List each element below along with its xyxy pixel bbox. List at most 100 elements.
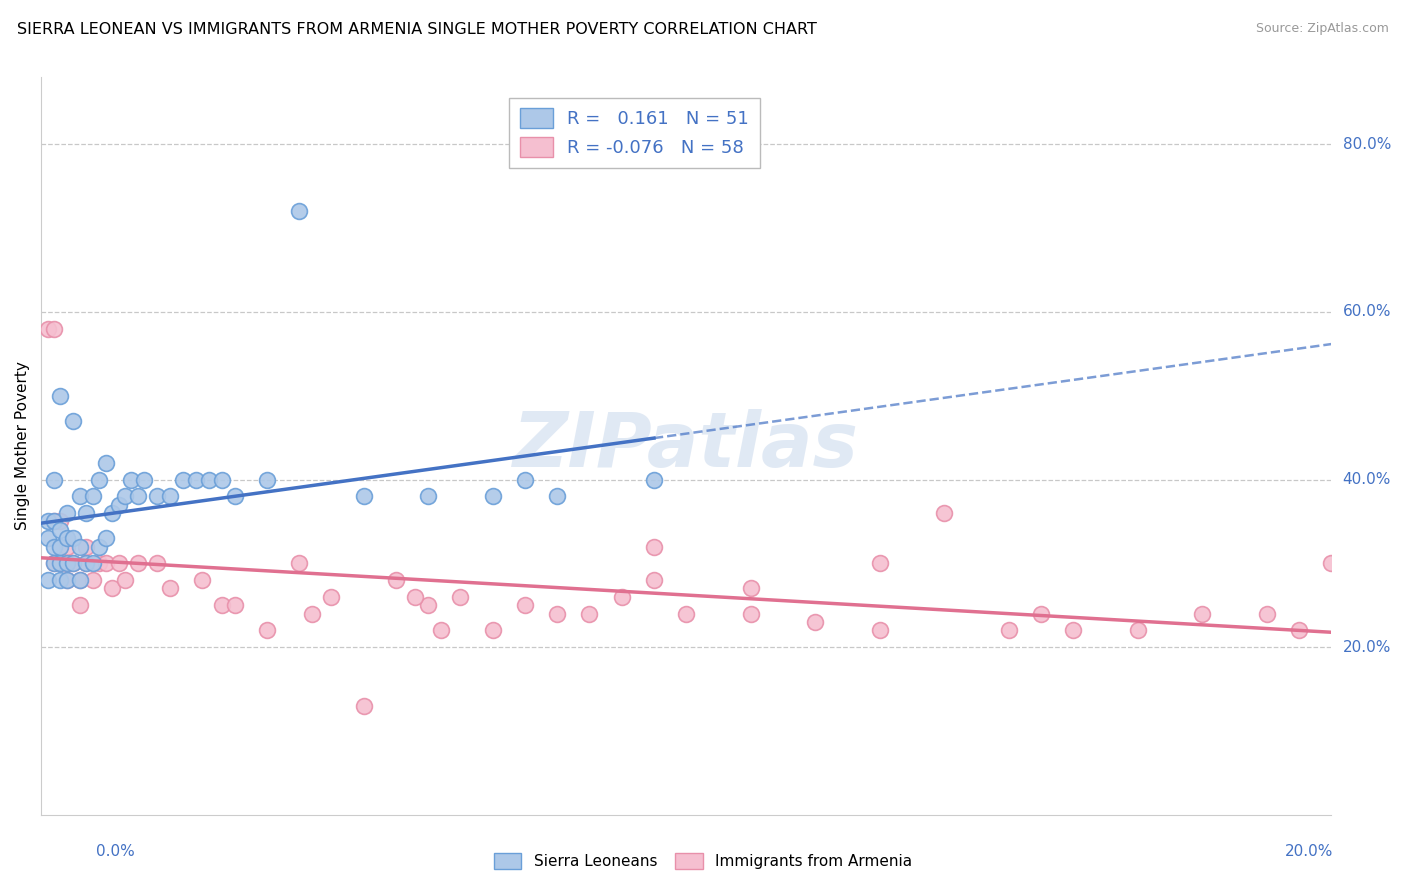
Point [101,582,124,596]
Point [42,556,65,570]
Point [42,556,65,570]
Point [75,556,97,570]
Point [37,531,59,545]
Point [449,590,471,604]
Point [198,473,221,487]
Point [75,540,97,554]
Point [998,624,1021,638]
Point [610,590,633,604]
Point [127,489,149,503]
Point [94,556,117,570]
Point [353,698,375,713]
Point [89,540,111,554]
Point [869,556,891,570]
Point [42,322,65,336]
Point [49,540,72,554]
Point [546,607,568,621]
Point [1191,607,1213,621]
Point [82,556,104,570]
Point [256,473,278,487]
Point [37,322,59,336]
Point [107,498,129,512]
Point [418,489,440,503]
Point [301,607,323,621]
Point [69,540,91,554]
Point [62,556,84,570]
Point [37,573,59,587]
Point [172,473,194,487]
Point [56,556,79,570]
Point [643,540,665,554]
Point [184,473,207,487]
Point [146,556,169,570]
Point [75,556,97,570]
Point [159,489,181,503]
Point [513,473,536,487]
Point [256,624,278,638]
Point [69,489,91,503]
Point [49,556,72,570]
Point [56,573,79,587]
Point [191,573,214,587]
Point [159,582,181,596]
Point [1126,624,1149,638]
Point [42,515,65,529]
Point [740,582,762,596]
Point [89,556,111,570]
Point [56,573,79,587]
Point [1288,624,1310,638]
Point [321,590,343,604]
Point [42,540,65,554]
Point [114,573,136,587]
Point [49,573,72,587]
Point [934,506,956,520]
Point [62,531,84,545]
Point [101,506,124,520]
Point [404,590,426,604]
Point [56,506,79,520]
Point [56,531,79,545]
Point [62,414,84,428]
Point [513,598,536,612]
Point [869,624,891,638]
Point [49,556,72,570]
Point [94,456,117,470]
Point [69,573,91,587]
Point [146,489,169,503]
Point [418,598,440,612]
Point [69,573,91,587]
Point [288,204,311,219]
Point [481,624,503,638]
Point [740,607,762,621]
Text: ZIPatlas: ZIPatlas [513,409,859,483]
Text: SIERRA LEONEAN VS IMMIGRANTS FROM ARMENIA SINGLE MOTHER POVERTY CORRELATION CHAR: SIERRA LEONEAN VS IMMIGRANTS FROM ARMENI… [17,22,817,37]
Point [224,489,246,503]
Point [134,473,156,487]
Point [385,573,408,587]
Point [288,556,311,570]
Point [62,556,84,570]
Text: 80.0%: 80.0% [1343,137,1391,152]
Point [49,389,72,403]
Point [643,573,665,587]
Point [37,515,59,529]
Text: 60.0%: 60.0% [1343,304,1391,319]
Point [89,473,111,487]
Text: 20.0%: 20.0% [1285,845,1333,859]
Point [804,615,827,629]
Text: Source: ZipAtlas.com: Source: ZipAtlas.com [1256,22,1389,36]
Point [120,473,142,487]
Point [49,523,72,537]
Point [56,556,79,570]
Point [578,607,600,621]
Point [56,540,79,554]
Point [94,531,117,545]
Point [211,473,233,487]
Point [82,573,104,587]
Point [107,556,129,570]
Text: 20.0%: 20.0% [1343,640,1391,655]
Point [75,506,97,520]
Point [1320,556,1343,570]
Text: 40.0%: 40.0% [1343,472,1391,487]
Point [42,473,65,487]
